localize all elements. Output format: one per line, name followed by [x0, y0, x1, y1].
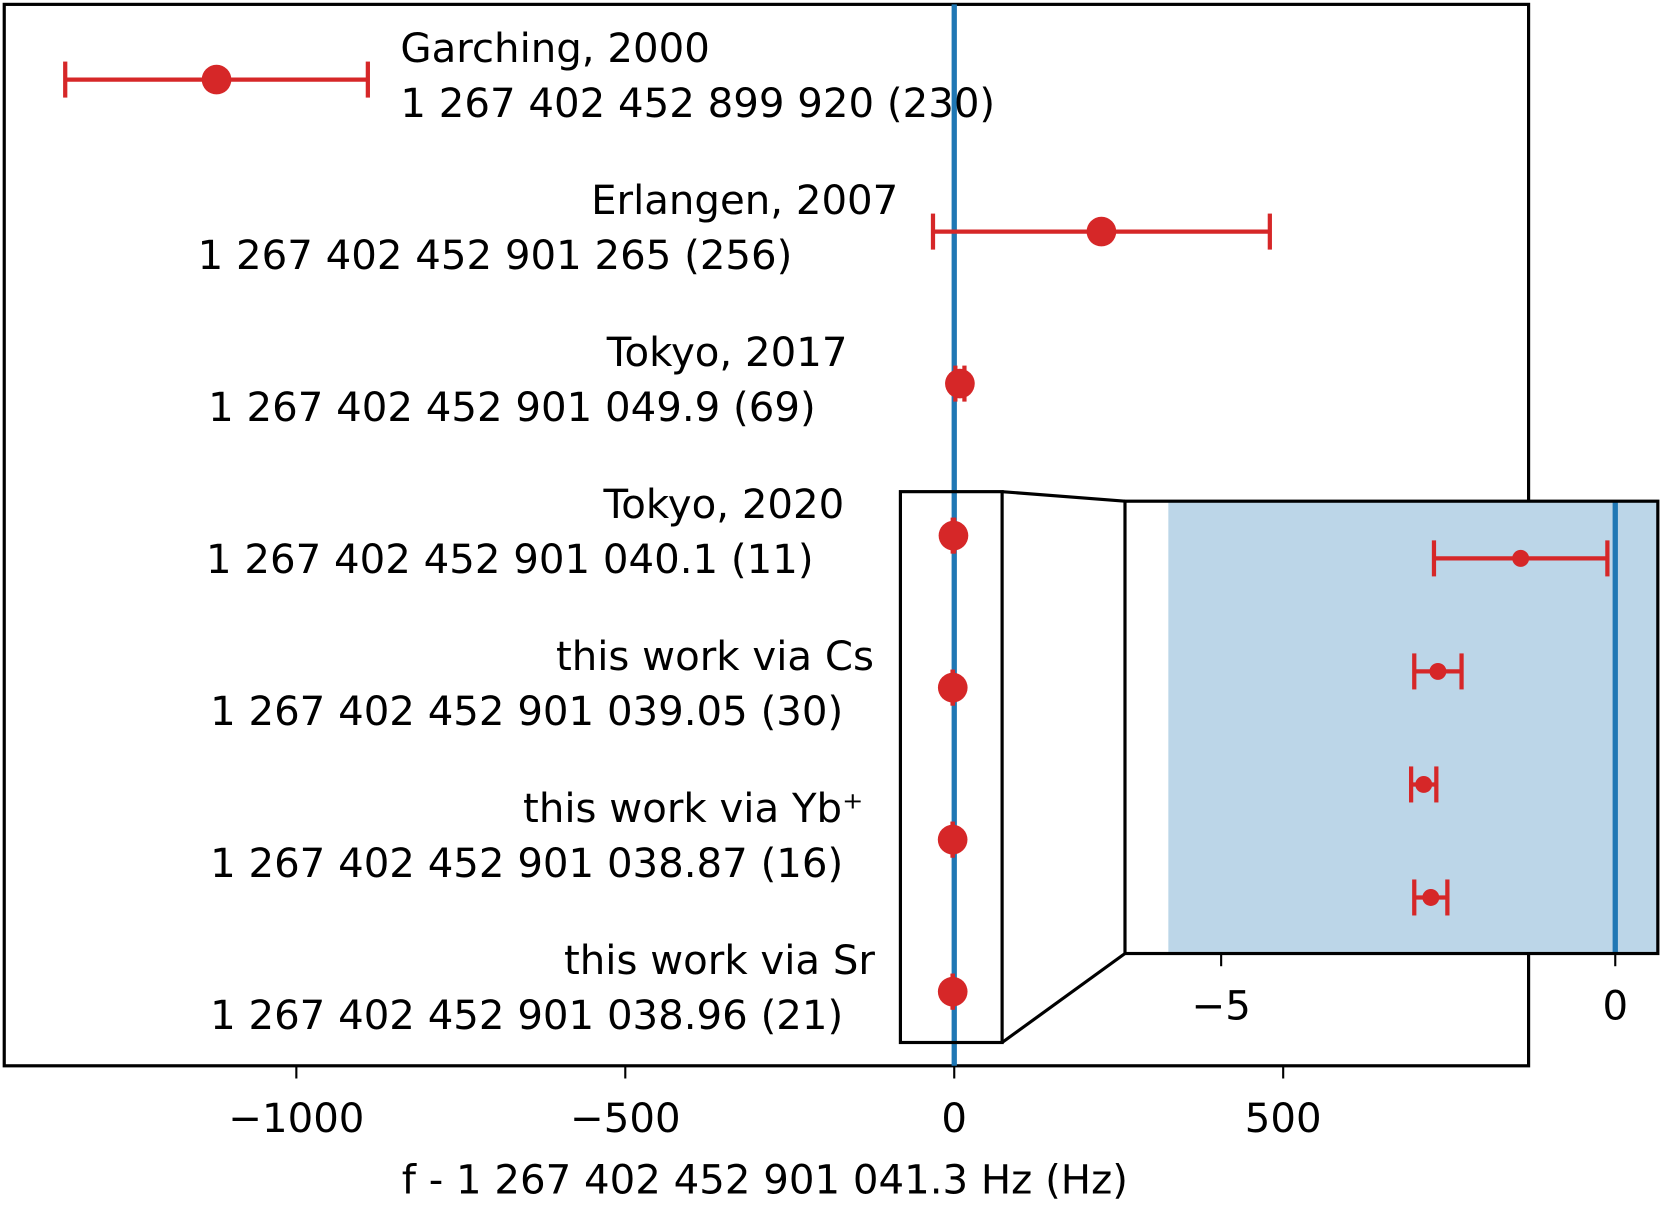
error-point [937, 973, 968, 1010]
error-point [945, 365, 975, 402]
row-name: Erlangen, 2007 [591, 178, 898, 224]
error-point-part [937, 824, 968, 855]
error-point-part [201, 64, 232, 95]
error-point [937, 669, 968, 706]
row-value: 1 267 402 452 901 265 (256) [198, 233, 793, 279]
x-tick-label: 500 [1245, 1096, 1322, 1142]
error-point-part [937, 976, 968, 1007]
error-point-part [1086, 216, 1117, 247]
row-name: Tokyo, 2020 [603, 482, 845, 528]
row-name: Tokyo, 2017 [606, 330, 848, 376]
inset-x-tick-label: 0 [1602, 984, 1628, 1030]
zoom-connector [1001, 952, 1126, 1044]
inset-error-point-part [1429, 662, 1447, 680]
row-name: this work via Sr [564, 938, 875, 984]
row-value: 1 267 402 452 899 920 (230) [400, 81, 995, 127]
x-axis-label: f - 1 267 402 452 901 041.3 Hz (Hz) [402, 1157, 1128, 1203]
inset-error-point [1408, 766, 1439, 803]
error-point-part [938, 520, 969, 551]
zoom-box [898, 490, 1004, 1045]
inset-x-tick-label: −5 [1191, 984, 1250, 1030]
inset-band [1168, 501, 1658, 954]
inset-frame [1123, 499, 1660, 956]
inset-error-point-part [1422, 889, 1440, 906]
row-value: 1 267 402 452 901 038.96 (21) [210, 993, 843, 1039]
error-point-part [945, 368, 975, 399]
inset-error-point-part [1512, 549, 1530, 567]
row-value: 1 267 402 452 901 040.1 (11) [206, 537, 814, 583]
x-tick-label: 0 [941, 1096, 967, 1142]
error-point [938, 517, 969, 554]
inset-error-point [1412, 879, 1450, 916]
inset-error-point [1412, 653, 1464, 690]
row-name: this work via Yb⁺ [523, 786, 863, 832]
inset-error-point-part [1415, 775, 1433, 793]
error-point [937, 821, 968, 858]
row-name: this work via Cs [556, 634, 874, 680]
row-value: 1 267 402 452 901 049.9 (69) [208, 385, 816, 431]
row-value: 1 267 402 452 901 038.87 (16) [210, 841, 843, 887]
row-name: Garching, 2000 [400, 26, 709, 72]
error-point [63, 61, 370, 98]
error-point [930, 213, 1272, 250]
x-tick-label: −1000 [228, 1096, 364, 1142]
inset-error-point [1431, 540, 1610, 577]
x-tick-label: −500 [570, 1096, 681, 1142]
row-value: 1 267 402 452 901 039.05 (30) [210, 689, 843, 735]
zoom-connector [1001, 490, 1126, 503]
error-point-part [937, 672, 968, 703]
